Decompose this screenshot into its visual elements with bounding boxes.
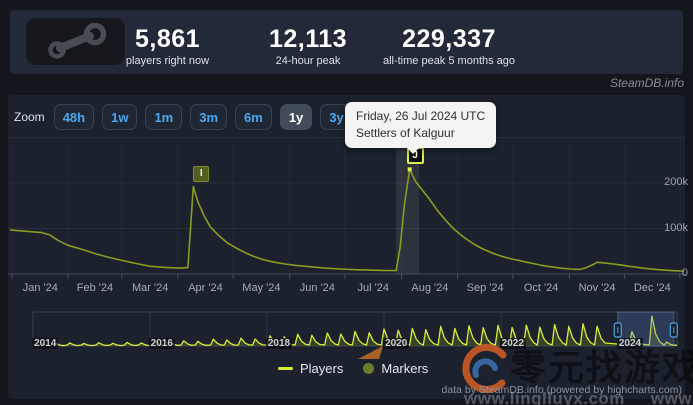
y-axis-tick-label: 100k — [664, 221, 688, 234]
x-axis-month-label: Jul '24 — [357, 282, 390, 294]
legend-item-markers[interactable]: Markers — [363, 361, 428, 376]
x-axis-month-label: Aug '24 — [411, 282, 449, 294]
y-axis-tick-label: 200k — [664, 176, 688, 188]
x-axis-month-label: Dec '24 — [633, 282, 671, 294]
x-axis-month-label: Apr '24 — [188, 282, 223, 294]
navigator-year-label: 2016 — [148, 338, 175, 349]
zoom-button-1w[interactable]: 1w — [102, 104, 138, 130]
peak-24h-label: 24-hour peak — [275, 55, 341, 67]
x-axis-month-label: Oct '24 — [523, 282, 559, 294]
peak-24h-value: 12,113 — [268, 25, 348, 53]
navigator-year-label: 2022 — [499, 338, 526, 349]
y-axis-tick-label: 0 — [681, 267, 688, 279]
zoom-button-1y[interactable]: 1y — [279, 104, 313, 130]
watermark-cjk-text: 零元找游戏 — [510, 347, 693, 388]
players-now-label: players right now — [125, 55, 210, 67]
flag-marker-i[interactable]: I — [193, 165, 210, 182]
watermark-url-2: www.06zyx.com — [650, 389, 693, 405]
x-axis-month-label: Sep '24 — [466, 282, 504, 294]
chart-tooltip: Friday, 26 Jul 2024 UTC Settlers of Kalg… — [345, 102, 497, 154]
legend-item-players[interactable]: Players — [278, 361, 343, 376]
chart-legend: Players Markers — [278, 361, 428, 376]
x-axis-month-label: May '24 — [242, 282, 281, 294]
zoom-button-1m[interactable]: 1m — [145, 104, 183, 130]
x-axis-month-label: Mar '24 — [132, 282, 169, 294]
tooltip-event: Settlers of Kalguur — [356, 126, 455, 140]
markers-dot-swatch-icon — [363, 363, 375, 374]
steam-logo-box — [26, 18, 125, 65]
peak-alltime-label: all-time peak 5 months ago — [382, 55, 516, 67]
navigator-year-label: 2018 — [265, 338, 293, 349]
legend-markers-label: Markers — [381, 361, 429, 376]
zoom-button-6m[interactable]: 6m — [235, 104, 272, 130]
steamdb-link[interactable]: SteamDB.info — [609, 76, 684, 90]
steam-logo-icon — [47, 22, 106, 59]
players-line-swatch-icon — [278, 367, 293, 370]
watermark-url-1: www.lingliuyx.com — [464, 389, 625, 405]
peak-alltime-value: 229,337 — [402, 25, 496, 53]
navigator-year-label: 2014 — [32, 338, 59, 349]
zoom-button-3m[interactable]: 3m — [190, 104, 228, 130]
zoom-button-48h[interactable]: 48h — [53, 104, 95, 130]
stats-header-panel: 5,861 players right now 12,113 24-hour p… — [10, 10, 683, 74]
navigator-year-label: 2020 — [383, 338, 410, 349]
stat-alltime-peak: 229,337 all-time peak 5 months ago — [363, 25, 535, 67]
navigator-year-label: 2024 — [616, 338, 644, 349]
players-now-value: 5,861 — [134, 25, 201, 53]
x-axis-month-label: Jun '24 — [299, 282, 335, 294]
x-axis-month-label: Nov '24 — [578, 282, 616, 294]
stat-players-now: 5,861 players right now — [105, 25, 230, 67]
watermark-swirl-logo-icon — [358, 343, 507, 393]
x-axis-month-label: Feb '24 — [76, 282, 114, 294]
x-axis-month-label: Jan '24 — [22, 282, 58, 294]
watermark-urls: www.lingliuyx.com www.06zyx.com — [464, 389, 693, 405]
tooltip-date: Friday, 26 Jul 2024 UTC — [356, 109, 486, 123]
zoom-label: Zoom — [14, 110, 45, 124]
stat-24h-peak: 12,113 24-hour peak — [247, 25, 369, 67]
data-credit-link[interactable]: data by SteamDB.info (powered by highcha… — [441, 384, 682, 396]
legend-players-label: Players — [300, 361, 344, 376]
